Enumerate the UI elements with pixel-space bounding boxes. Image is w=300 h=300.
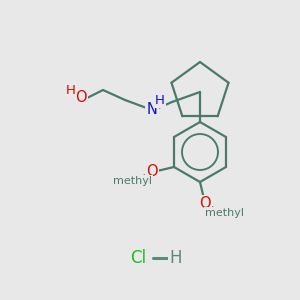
Text: N: N xyxy=(147,103,158,118)
Text: O: O xyxy=(146,164,158,179)
Text: O: O xyxy=(199,196,211,211)
Text: H: H xyxy=(170,249,182,267)
Text: methyl: methyl xyxy=(112,176,152,186)
Text: methyl: methyl xyxy=(206,208,244,218)
Text: Cl: Cl xyxy=(130,249,146,267)
Text: H: H xyxy=(155,94,165,106)
Text: H: H xyxy=(66,83,76,97)
Text: O: O xyxy=(75,89,87,104)
